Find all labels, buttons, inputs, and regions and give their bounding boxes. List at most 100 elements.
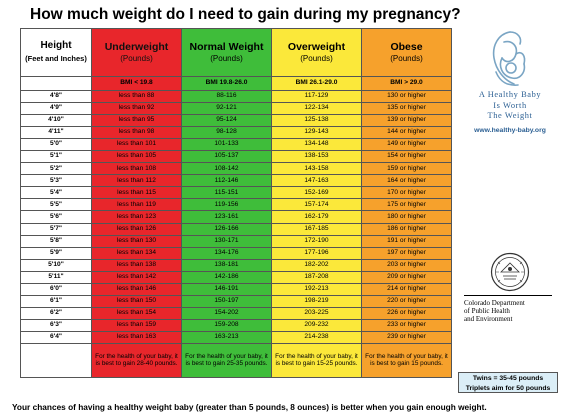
cell-over: 152-169 (271, 186, 362, 200)
agency-line-2: of Public Health (464, 307, 510, 316)
header-height-unit: (Feet and Inches) (25, 54, 87, 64)
cell-over: 214-238 (271, 330, 362, 344)
cell-obese: 186 or higher (361, 222, 452, 236)
cell-normal: 163-213 (181, 330, 272, 344)
cell-over: 125-138 (271, 114, 362, 128)
header-obese: Obese (Pounds) (361, 28, 452, 77)
twins-text: Twins = 35-45 pounds (472, 375, 544, 382)
cell-obese: 154 or higher (361, 150, 452, 164)
gain-obese: For the health of your baby, it is best … (361, 342, 452, 378)
cell-normal: 154-202 (181, 306, 272, 320)
header-obese-label: Obese (390, 41, 423, 54)
cell-obese: 180 or higher (361, 210, 452, 224)
table-row: 5'10" less than 138 138-181 182-202 203 or h… (20, 258, 452, 272)
cell-obese: 164 or higher (361, 174, 452, 188)
cell-under: less than 108 (91, 162, 182, 176)
cell-under: less than 126 (91, 222, 182, 236)
state-of-colorado-seal-icon (490, 252, 530, 292)
table-row: 6'4" less than 163 163-213 214-238 239 or hi… (20, 330, 452, 344)
cell-under: less than 101 (91, 138, 182, 152)
cell-under: less than 112 (91, 174, 182, 188)
cell-over: 162-179 (271, 210, 362, 224)
bmi-range-obese: BMI > 29.0 (361, 76, 452, 91)
cell-over: 203-225 (271, 306, 362, 320)
cell-obese: 197 or higher (361, 246, 452, 260)
cell-over: 138-153 (271, 150, 362, 164)
cell-normal: 134-176 (181, 246, 272, 260)
agency-line-3: and Environment (464, 315, 513, 324)
cell-over: 192-213 (271, 282, 362, 296)
cell-under: less than 138 (91, 258, 182, 272)
cell-over: 122-134 (271, 102, 362, 116)
cell-obese: 191 or higher (361, 234, 452, 248)
gain-height-cell (20, 342, 92, 378)
cell-normal: 159-208 (181, 318, 272, 332)
table-row: 4'8" less than 88 88-116 117-129 130 or high… (20, 89, 452, 104)
table-header-row: Height (Feet and Inches) Underweight (Po… (20, 28, 452, 77)
cell-over: 172-190 (271, 234, 362, 248)
cell-height: 5'8" (20, 234, 92, 248)
cell-height: 5'5" (20, 198, 92, 212)
cell-under: less than 163 (91, 330, 182, 344)
healthy-baby-logo: A Healthy Baby Is Worth The Weight www.h… (465, 28, 555, 134)
table-row: 6'0" less than 146 146-191 192-213 214 or hi… (20, 282, 452, 296)
table-row: 5'11" less than 142 142-186 187-208 209 or h… (20, 270, 452, 284)
cell-height: 5'1" (20, 150, 92, 164)
cell-obese: 233 or higher (361, 318, 452, 332)
header-obese-unit: (Pounds) (390, 53, 423, 63)
cell-normal: 146-191 (181, 282, 272, 296)
header-normal-unit: (Pounds) (210, 53, 243, 63)
agency-line-1: Colorado Department (464, 299, 525, 307)
cell-height: 5'11" (20, 270, 92, 284)
cell-normal: 138-181 (181, 258, 272, 272)
cell-over: 143-158 (271, 162, 362, 176)
cell-obese: 203 or higher (361, 258, 452, 272)
cell-obese: 144 or higher (361, 126, 452, 140)
cell-height: 5'10" (20, 258, 92, 272)
cell-obese: 135 or higher (361, 102, 452, 116)
cell-normal: 150-197 (181, 294, 272, 308)
cell-under: less than 92 (91, 102, 182, 116)
gain-normal: For the health of your baby, it is best … (181, 342, 272, 378)
cell-obese: 139 or higher (361, 114, 452, 128)
cell-under: less than 98 (91, 126, 182, 140)
cell-height: 5'3" (20, 174, 92, 188)
cell-over: 134-148 (271, 138, 362, 152)
cell-under: less than 119 (91, 198, 182, 212)
table-row: 6'2" less than 154 154-202 203-225 226 or hi… (20, 306, 452, 320)
cell-height: 5'7" (20, 222, 92, 236)
table-row: 5'5" less than 119 119-156 157-174 175 or hi… (20, 198, 452, 212)
cell-under: less than 123 (91, 210, 182, 224)
header-height: Height (Feet and Inches) (20, 28, 92, 77)
cell-normal: 142-186 (181, 270, 272, 284)
cell-under: less than 159 (91, 318, 182, 332)
cell-obese: 149 or higher (361, 138, 452, 152)
cell-normal: 108-142 (181, 162, 272, 176)
cell-under: less than 130 (91, 234, 182, 248)
header-normal: Normal Weight (Pounds) (181, 28, 272, 77)
cell-obese: 226 or higher (361, 306, 452, 320)
cell-over: 182-202 (271, 258, 362, 272)
cell-under: less than 150 (91, 294, 182, 308)
weight-gain-table: Height (Feet and Inches) Underweight (Po… (20, 28, 452, 378)
cell-height: 6'3" (20, 318, 92, 332)
table-row: 6'1" less than 150 150-197 198-219 220 or hi… (20, 294, 452, 308)
cell-under: less than 88 (91, 89, 182, 104)
table-row: 5'2" less than 108 108-142 143-158 159 or hi… (20, 162, 452, 176)
cell-over: 187-208 (271, 270, 362, 284)
cell-height: 5'9" (20, 246, 92, 260)
table-row: 5'7" less than 126 126-166 167-185 186 or hi… (20, 222, 452, 236)
gain-underweight: For the health of your baby, it is best … (91, 342, 182, 378)
table-row: 4'10" less than 95 95-124 125-138 139 or hig… (20, 114, 452, 128)
cell-over: 147-163 (271, 174, 362, 188)
cell-obese: 214 or higher (361, 282, 452, 296)
bmi-range-normal: BMI 19.8-26.0 (181, 76, 272, 91)
cell-over: 177-196 (271, 246, 362, 260)
cell-normal: 95-124 (181, 114, 272, 128)
cell-obese: 239 or higher (361, 330, 452, 344)
header-underweight: Underweight (Pounds) (91, 28, 182, 77)
cell-obese: 130 or higher (361, 89, 452, 104)
gain-overweight: For the health of your baby, it is best … (271, 342, 362, 378)
header-underweight-label: Underweight (104, 41, 169, 54)
bmi-range-underweight: BMI < 19.8 (91, 76, 182, 91)
